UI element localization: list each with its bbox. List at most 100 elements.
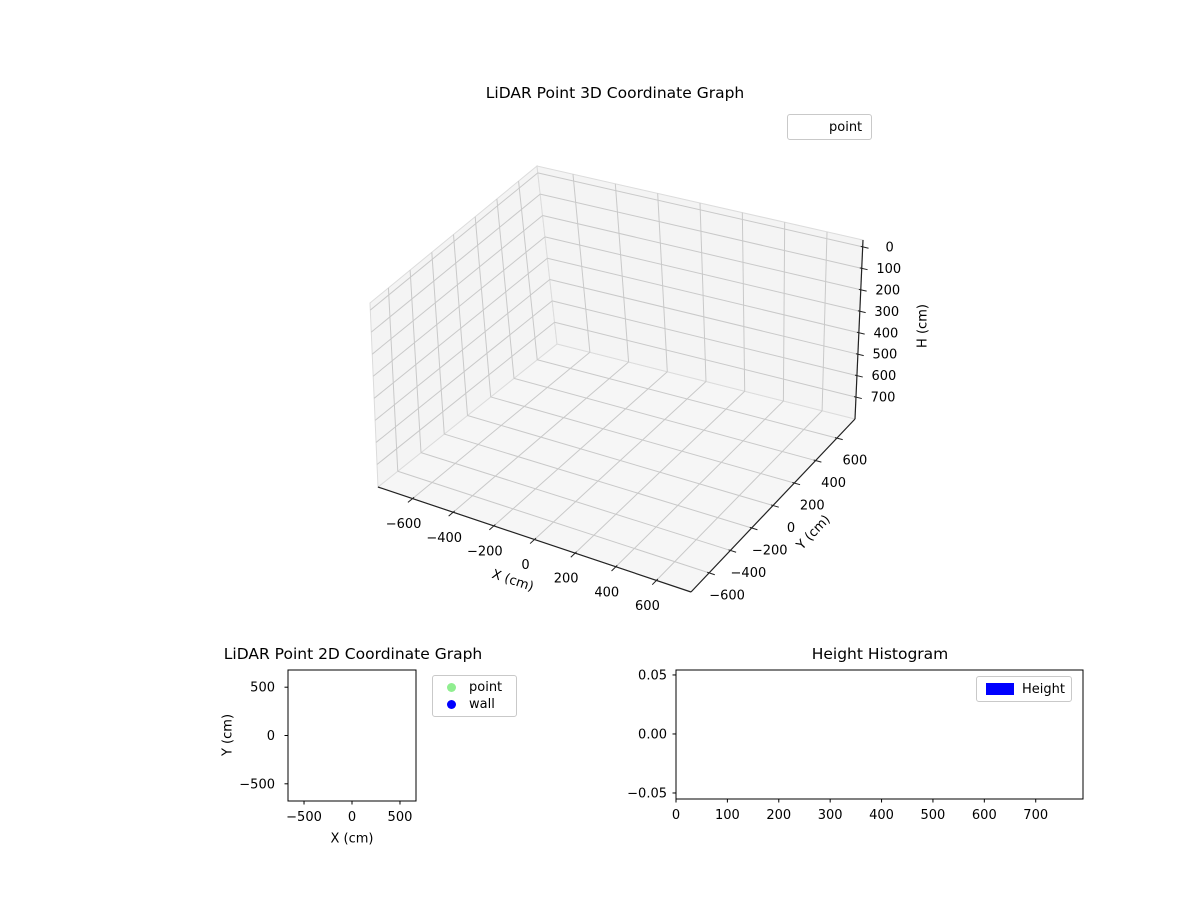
x-tick-label: −500: [286, 810, 322, 825]
y-grid-line: [490, 396, 795, 484]
z-tick-label: 200: [875, 283, 900, 298]
x-tick-label: 700: [1023, 808, 1048, 823]
x-grid-line: [572, 174, 591, 353]
z-tick: [853, 396, 862, 400]
y-tick: [770, 504, 779, 508]
plot3d-title: LiDAR Point 3D Coordinate Graph: [485, 84, 745, 102]
legend-label-wall: wall: [469, 697, 495, 712]
y-grid-line: [387, 287, 399, 472]
y-grid-line: [453, 234, 468, 416]
plot2d-title: LiDAR Point 2D Coordinate Graph: [223, 645, 483, 663]
legend-label-point: point: [469, 680, 503, 695]
z-grid-line: [540, 193, 862, 269]
z-tick-label: 700: [871, 391, 896, 406]
x-grid-line: [657, 193, 668, 372]
y-axis-label: Y (cm): [793, 512, 834, 554]
x-tick-label: −600: [386, 517, 422, 532]
x-tick-label: −400: [426, 531, 462, 546]
z-tick-label: 0: [886, 240, 894, 255]
z-grid-line: [544, 236, 860, 312]
plot2d-frame: [287, 669, 417, 802]
y-tick: [834, 437, 843, 441]
y-grid-line: [474, 216, 492, 397]
plot2d-legend: point wall: [432, 675, 517, 717]
y-grid-line: [467, 415, 774, 506]
x-tick: [651, 578, 659, 586]
z-tick: [855, 353, 864, 357]
z-tick-label: 600: [872, 369, 897, 384]
y-tick: [813, 459, 822, 463]
x-tick-label: −200: [467, 544, 503, 559]
y-tick-label: 500: [250, 681, 275, 696]
legend-label-height: Height: [1022, 681, 1065, 697]
y-grid-line: [409, 270, 422, 453]
x-tick: [448, 510, 456, 517]
z-grid-line: [537, 172, 863, 248]
x-grid-line: [614, 183, 630, 363]
y-grid-line: [518, 181, 538, 360]
x-tick: [529, 537, 537, 544]
plot2d-axes: −500 0 500 500 0 −500 X (cm) Y (cm): [221, 669, 417, 847]
x-tick: [407, 496, 415, 503]
x-tick-label: 0: [348, 810, 356, 825]
z-grid-line: [549, 279, 859, 355]
y-tick-label: 200: [800, 499, 825, 514]
x-tick-label: 0: [521, 558, 529, 573]
y-grid-line: [420, 452, 731, 551]
histogram-legend: Height: [976, 676, 1072, 702]
y-tick-label: 0: [787, 521, 795, 536]
legend-row-point: point: [447, 680, 512, 695]
z-tick: [857, 310, 866, 314]
z-tick: [854, 374, 863, 378]
z-grid-line: [375, 300, 553, 443]
plot3d-legend: point: [787, 114, 872, 140]
z-grid-line: [373, 257, 548, 399]
x-tick-label: 400: [594, 585, 619, 600]
y-tick: [792, 482, 801, 486]
y-tick: [707, 571, 715, 576]
x-tick: [489, 524, 496, 531]
y-tick-label: 0.00: [638, 728, 667, 743]
z-grid-line: [376, 321, 555, 465]
x-tick-label: 200: [554, 572, 579, 587]
x-tick-label: 600: [635, 599, 660, 614]
z-tick-label: 300: [874, 305, 899, 320]
y-tick: [749, 526, 758, 531]
z-grid-line: [371, 215, 543, 355]
y-tick-label: 0: [267, 729, 275, 744]
x-axis-label: X (cm): [331, 832, 374, 847]
z-grid-line: [552, 300, 858, 377]
x-tick-label: 100: [715, 808, 740, 823]
x-tick-label: 400: [869, 808, 894, 823]
x-grid-line: [821, 231, 828, 411]
height-swatch-icon: [986, 683, 1014, 695]
y-tick-label: −500: [239, 777, 275, 792]
y-grid-line: [496, 198, 515, 379]
y-tick-label: −600: [709, 588, 745, 603]
x-tick-label: 500: [921, 808, 946, 823]
y-tick-label: 0.05: [638, 669, 667, 684]
x-tick: [611, 565, 618, 572]
z-tick: [859, 267, 868, 271]
x-grid-line: [782, 222, 786, 401]
x-grid-line: [741, 212, 746, 392]
legend-row-wall: wall: [447, 697, 512, 712]
z-axis-label: H (cm): [916, 304, 931, 348]
z-grid-line: [369, 172, 539, 311]
y-grid-line: [444, 433, 752, 529]
y-grid-line: [397, 470, 710, 574]
z-tick-label: 400: [873, 326, 898, 341]
z-tick: [858, 288, 867, 292]
legend-label-point: point: [829, 119, 863, 135]
point-marker-icon: [447, 683, 456, 692]
plot3d-axes: −600 −400 −200 0 200 400 600 −600 −400 −200 0 200 40…: [369, 165, 931, 614]
y-tick-label: −200: [752, 544, 788, 559]
y-grid-line: [537, 359, 838, 439]
histogram-title: Height Histogram: [811, 645, 949, 663]
x-tick-label: 0: [672, 808, 680, 823]
z-tick: [860, 245, 869, 249]
z-grid-line: [554, 321, 857, 398]
z-tick-label: 500: [872, 348, 897, 363]
